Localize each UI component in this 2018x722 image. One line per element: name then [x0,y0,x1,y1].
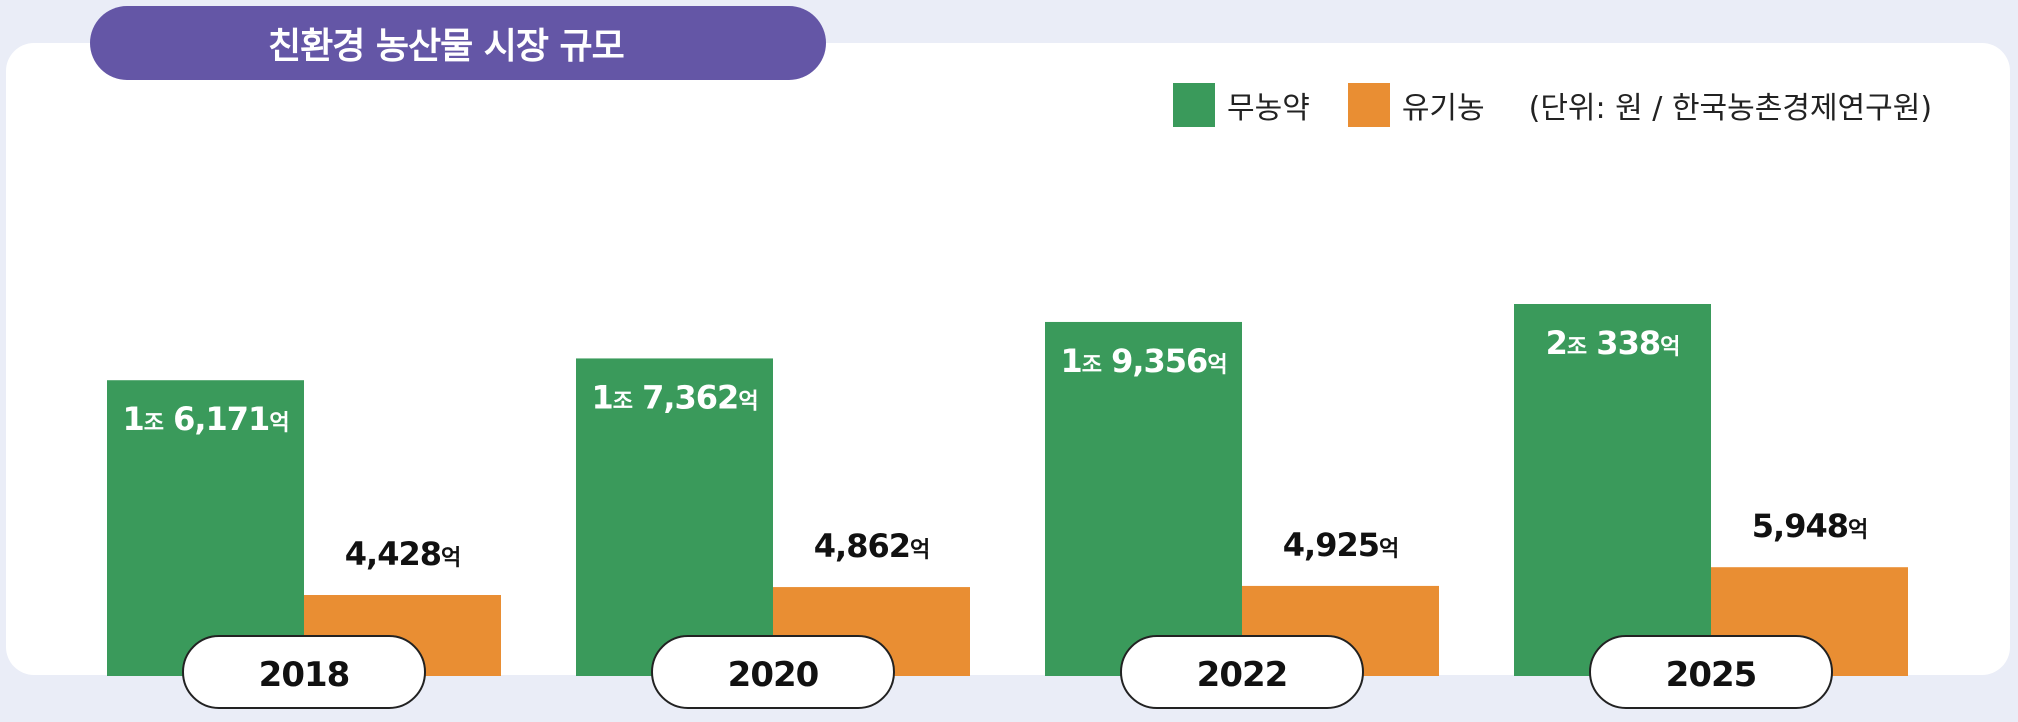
legend-label-series1: 무농약 [1227,91,1310,126]
value-label-organic-2022: 4,925억 [1283,526,1398,564]
category-pill-2018 [182,635,426,709]
category-label-2025: 2025 [1666,655,1757,695]
bar-nopesticide-2020 [576,358,773,676]
bar-nopesticide-2018 [107,380,304,676]
value-label-organic-2025: 5,948억 [1752,507,1867,545]
category-pill-2025 [1589,635,1833,709]
category-label-2018: 2018 [259,655,350,695]
category-pill-2022 [1120,635,1364,709]
chart-title-banner: 친환경 농산물 시장 규모 [90,6,826,80]
bar-nopesticide-2022 [1045,321,1242,676]
legend-unit-note: (단위: 원 / 한국농촌경제연구원) [1528,91,1933,126]
legend-swatch-green [1173,83,1215,127]
value-label-nopesticide-2018: 1조 6,171억 [122,400,288,438]
legend-swatch-orange [1347,83,1390,127]
value-label-nopesticide-2022: 1조 9,356억 [1060,342,1226,380]
value-label-nopesticide-2020: 1조 7,362억 [591,378,757,416]
category-label-2020: 2020 [728,655,819,695]
legend: 무농약 유기농 (단위: 원 / 한국농촌경제연구원) [1173,82,1932,128]
bar-nopesticide-2025 [1514,304,1711,676]
category-pill-2020 [651,635,895,709]
legend-label-series2: 유기농 [1401,91,1485,126]
value-label-organic-2020: 4,862억 [814,527,929,565]
category-label-2022: 2022 [1197,655,1288,695]
chart-title: 친환경 농산물 시장 규모 [268,26,625,67]
value-label-nopesticide-2025: 2조 338억 [1546,324,1680,362]
value-label-organic-2018: 4,428억 [345,535,460,573]
